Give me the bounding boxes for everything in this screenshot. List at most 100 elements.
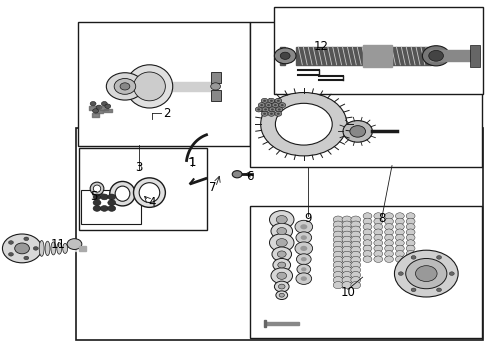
Circle shape <box>333 226 343 233</box>
Circle shape <box>342 282 352 289</box>
Circle shape <box>395 245 404 252</box>
Circle shape <box>406 245 415 252</box>
Ellipse shape <box>126 65 172 108</box>
Circle shape <box>351 221 361 228</box>
Circle shape <box>333 256 343 264</box>
Circle shape <box>296 232 312 243</box>
Circle shape <box>416 266 437 282</box>
Circle shape <box>8 241 13 244</box>
Circle shape <box>100 194 108 200</box>
Circle shape <box>363 229 372 235</box>
Circle shape <box>406 229 415 235</box>
Circle shape <box>395 229 404 235</box>
Circle shape <box>106 73 144 100</box>
Circle shape <box>96 105 102 109</box>
Text: 6: 6 <box>246 170 254 183</box>
Circle shape <box>333 261 343 269</box>
Circle shape <box>385 234 393 241</box>
Polygon shape <box>296 47 431 65</box>
Circle shape <box>273 258 291 271</box>
Circle shape <box>374 245 383 252</box>
Circle shape <box>262 107 269 112</box>
Circle shape <box>267 104 270 106</box>
Circle shape <box>274 104 277 106</box>
Circle shape <box>437 288 441 292</box>
Circle shape <box>394 250 458 297</box>
Circle shape <box>211 83 220 90</box>
Text: 11: 11 <box>50 238 65 251</box>
Text: 2: 2 <box>163 107 171 120</box>
Circle shape <box>406 258 447 289</box>
Circle shape <box>280 52 290 59</box>
Circle shape <box>277 100 280 102</box>
Text: 12: 12 <box>314 40 328 53</box>
Circle shape <box>342 261 352 269</box>
Circle shape <box>271 268 293 284</box>
Circle shape <box>374 218 383 225</box>
Circle shape <box>385 213 393 219</box>
Circle shape <box>342 221 352 228</box>
Circle shape <box>374 256 383 262</box>
Circle shape <box>351 231 361 238</box>
Circle shape <box>406 234 415 241</box>
Circle shape <box>276 216 287 224</box>
Circle shape <box>100 206 108 211</box>
Ellipse shape <box>63 243 68 253</box>
Circle shape <box>342 241 352 248</box>
Polygon shape <box>79 246 86 251</box>
Ellipse shape <box>93 185 101 192</box>
Polygon shape <box>122 80 152 93</box>
Circle shape <box>363 224 372 230</box>
Circle shape <box>351 282 361 289</box>
Text: 4: 4 <box>148 196 156 209</box>
Circle shape <box>33 247 38 250</box>
Circle shape <box>264 108 267 111</box>
Circle shape <box>351 236 361 243</box>
Circle shape <box>108 200 116 206</box>
Circle shape <box>275 111 282 116</box>
Ellipse shape <box>57 243 62 254</box>
Circle shape <box>260 104 263 106</box>
Text: 1: 1 <box>188 156 196 169</box>
Circle shape <box>342 216 352 223</box>
Circle shape <box>385 245 393 252</box>
Ellipse shape <box>110 181 135 206</box>
Circle shape <box>276 239 287 247</box>
Bar <box>76 128 483 340</box>
Text: 3: 3 <box>135 161 143 174</box>
Circle shape <box>333 231 343 238</box>
Circle shape <box>108 194 116 200</box>
Circle shape <box>333 221 343 228</box>
Circle shape <box>333 216 343 223</box>
Circle shape <box>90 102 96 106</box>
Circle shape <box>411 288 416 292</box>
Ellipse shape <box>51 242 56 255</box>
Circle shape <box>255 107 262 112</box>
Circle shape <box>278 108 281 111</box>
Circle shape <box>343 121 372 142</box>
Circle shape <box>261 98 268 103</box>
Circle shape <box>351 276 361 284</box>
Circle shape <box>385 251 393 257</box>
Circle shape <box>300 224 307 229</box>
Circle shape <box>333 241 343 248</box>
Circle shape <box>406 224 415 230</box>
Circle shape <box>301 267 307 271</box>
Circle shape <box>276 291 288 300</box>
Circle shape <box>342 271 352 279</box>
Circle shape <box>342 226 352 233</box>
Circle shape <box>269 107 276 112</box>
Circle shape <box>114 78 136 94</box>
Circle shape <box>406 213 415 219</box>
Circle shape <box>385 218 393 225</box>
Circle shape <box>263 100 266 102</box>
Circle shape <box>2 234 42 263</box>
Circle shape <box>374 213 383 219</box>
Bar <box>250 206 482 338</box>
Circle shape <box>278 262 286 268</box>
Circle shape <box>8 252 13 256</box>
Circle shape <box>342 231 352 238</box>
Text: 7: 7 <box>209 181 217 194</box>
Circle shape <box>363 251 372 257</box>
Polygon shape <box>280 47 285 65</box>
